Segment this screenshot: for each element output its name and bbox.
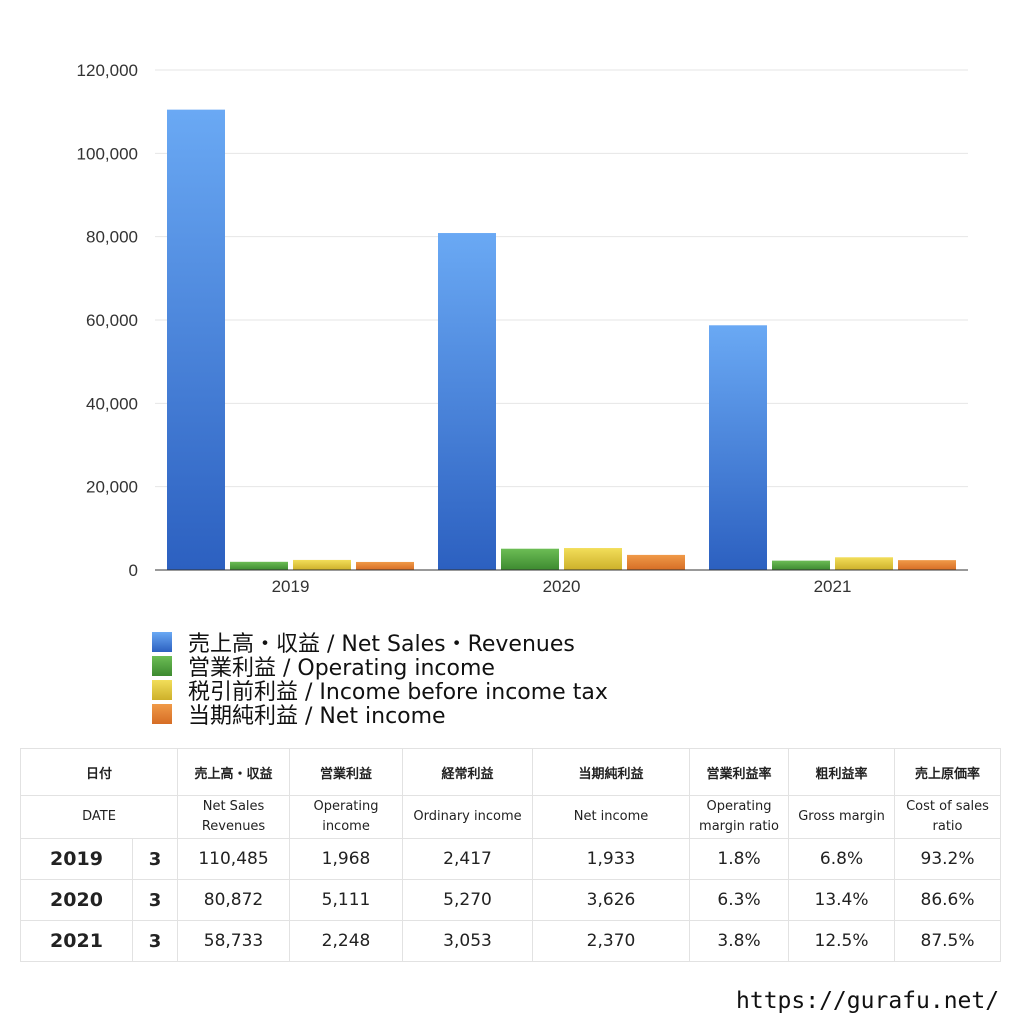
header-cell: 経常利益 xyxy=(402,748,534,796)
year-cell: 2019 xyxy=(20,838,133,880)
bar-2019-series-3 xyxy=(356,561,414,570)
legend-label: 売上高・収益 / Net Sales・Revenues xyxy=(188,632,575,657)
legend-label: 税引前利益 / Income before income tax xyxy=(188,680,608,705)
y-tick-label: 40,000 xyxy=(86,394,138,413)
table-cell: 2,370 xyxy=(532,920,691,962)
legend-label: 営業利益 / Operating income xyxy=(188,656,495,681)
legend-swatch xyxy=(152,656,172,676)
table-cell: 1.8% xyxy=(689,838,790,880)
header-cell: Net income xyxy=(532,795,691,839)
month-cell: 3 xyxy=(131,879,179,921)
table-cell: 6.8% xyxy=(788,838,896,880)
table-cell: 2,417 xyxy=(402,838,534,880)
table-cell: 87.5% xyxy=(894,920,1002,962)
year-cell: 2021 xyxy=(20,920,133,962)
bar-2020-series-2 xyxy=(564,548,622,570)
header-cell: 売上高・収益 xyxy=(177,748,291,796)
table-cell: 93.2% xyxy=(894,838,1002,880)
table-cell: 3,626 xyxy=(532,879,691,921)
year-cell: 2020 xyxy=(20,879,133,921)
header-cell: Ordinary income xyxy=(402,795,534,839)
legend-item: 営業利益 / Operating income xyxy=(152,654,608,681)
x-axis-tick-labels: 2019 2020 2021 xyxy=(272,577,852,596)
table-cell: 2,248 xyxy=(289,920,404,962)
header-cell: Operating margin ratio xyxy=(689,795,790,839)
x-tick-label: 2019 xyxy=(272,577,310,596)
header-cell: 営業利益率 xyxy=(689,748,790,796)
y-tick-label: 60,000 xyxy=(86,311,138,330)
legend-swatch xyxy=(152,680,172,700)
table-cell: 86.6% xyxy=(894,879,1002,921)
header-cell: DATE xyxy=(19,795,179,839)
header-cell: Operating income xyxy=(289,795,404,839)
table-cell: 5,270 xyxy=(402,879,534,921)
chart-bars xyxy=(167,109,956,571)
y-tick-label: 20,000 xyxy=(86,478,138,497)
header-cell: Net Sales Revenues xyxy=(177,795,291,839)
bar-chart: 020,00040,00060,00080,000100,000120,000 … xyxy=(77,61,968,596)
bar-2019-series-2 xyxy=(293,559,351,570)
month-cell: 3 xyxy=(131,838,179,880)
table-cell: 1,968 xyxy=(289,838,404,880)
chart-gridlines xyxy=(155,69,968,488)
y-tick-label: 0 xyxy=(129,561,138,580)
bar-2021-series-1 xyxy=(772,560,830,570)
table-row: 2021 3 58,733 2,248 3,053 2,370 3.8% 12.… xyxy=(20,920,1002,962)
chart-legend: 売上高・収益 / Net Sales・Revenues 営業利益 / Opera… xyxy=(152,630,608,729)
table-cell: 58,733 xyxy=(177,920,291,962)
header-cell: Cost of sales ratio xyxy=(894,795,1002,839)
table-row: 2019 3 110,485 1,968 2,417 1,933 1.8% 6.… xyxy=(20,838,1002,880)
header-cell: 粗利益率 xyxy=(788,748,896,796)
x-tick-label: 2020 xyxy=(543,577,581,596)
table-cell: 6.3% xyxy=(689,879,790,921)
financial-table: 日付 売上高・収益 営業利益 経常利益 当期純利益 営業利益率 粗利益率 売上原… xyxy=(19,748,1002,962)
y-tick-label: 100,000 xyxy=(77,144,138,163)
bar-2021-series-2 xyxy=(835,557,893,570)
bar-2020-series-3 xyxy=(627,554,685,570)
legend-item: 当期純利益 / Net income xyxy=(152,702,608,729)
legend-swatch xyxy=(152,632,172,652)
bar-2020-series-1 xyxy=(501,548,559,570)
table-cell: 3.8% xyxy=(689,920,790,962)
header-cell: 日付 xyxy=(19,748,179,796)
bar-2020-series-0 xyxy=(438,233,496,571)
header-cell: 営業利益 xyxy=(289,748,404,796)
table-row: 2020 3 80,872 5,111 5,270 3,626 6.3% 13.… xyxy=(20,879,1002,921)
table-cell: 3,053 xyxy=(402,920,534,962)
bar-2021-series-3 xyxy=(898,560,956,570)
header-cell: Gross margin xyxy=(788,795,896,839)
header-cell: 売上原価率 xyxy=(894,748,1002,796)
table-cell: 12.5% xyxy=(788,920,896,962)
x-tick-label: 2021 xyxy=(814,577,852,596)
legend-label: 当期純利益 / Net income xyxy=(188,704,446,729)
table-cell: 13.4% xyxy=(788,879,896,921)
header-cell: 当期純利益 xyxy=(532,748,691,796)
table-cell: 5,111 xyxy=(289,879,404,921)
table-cell: 1,933 xyxy=(532,838,691,880)
legend-item: 税引前利益 / Income before income tax xyxy=(152,678,608,705)
site-url[interactable]: https://gurafu.net/ xyxy=(736,988,1000,1014)
table-cell: 80,872 xyxy=(177,879,291,921)
bar-2021-series-0 xyxy=(709,325,767,570)
y-tick-label: 120,000 xyxy=(77,61,138,80)
table-header-en: DATE Net Sales Revenues Operating income… xyxy=(19,795,1002,839)
month-cell: 3 xyxy=(131,920,179,962)
table-header-ja: 日付 売上高・収益 営業利益 経常利益 当期純利益 営業利益率 粗利益率 売上原… xyxy=(19,748,1002,796)
legend-swatch xyxy=(152,704,172,724)
bar-2019-series-1 xyxy=(230,561,288,570)
bar-2019-series-0 xyxy=(167,109,225,570)
legend-item: 売上高・収益 / Net Sales・Revenues xyxy=(152,630,608,657)
table-cell: 110,485 xyxy=(177,838,291,880)
y-tick-label: 80,000 xyxy=(86,228,138,247)
y-axis-tick-labels: 0 20,000 40,000 60,000 80,000 100,000 120,000 xyxy=(77,61,138,580)
